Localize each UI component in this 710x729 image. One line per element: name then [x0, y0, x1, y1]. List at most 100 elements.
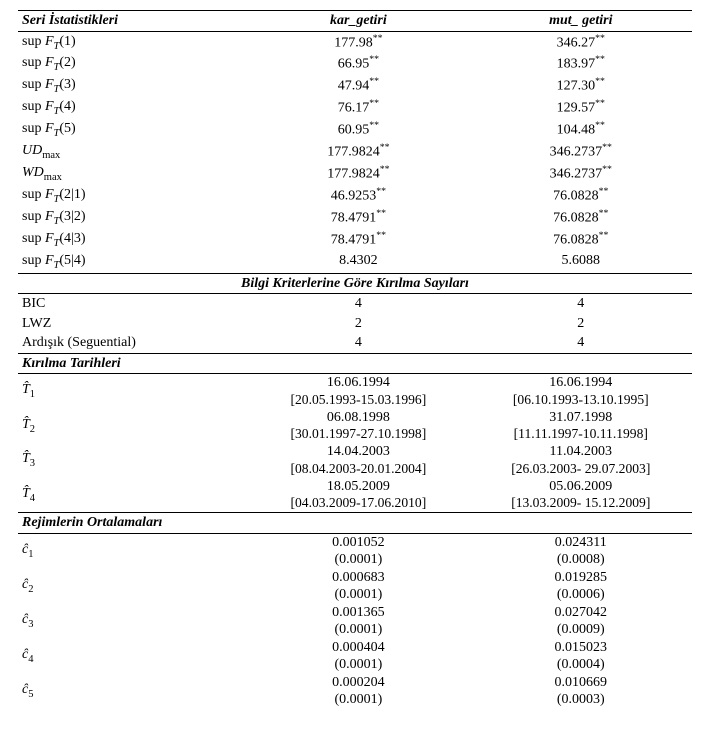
- mean-label: ĉ4: [18, 639, 247, 674]
- date-b2: [06.10.1993-13.10.1995]: [470, 392, 692, 409]
- mean-m2: 0.027042: [470, 604, 692, 622]
- date-label: T̂2: [18, 409, 247, 443]
- stat-label: sup FT(2): [18, 53, 247, 75]
- date-b1: [08.04.2003-20.01.2004]: [247, 461, 469, 478]
- breakcount-v2: 4: [470, 333, 692, 353]
- stat-label: sup FT(5): [18, 119, 247, 141]
- date-d1: 06.08.1998: [247, 409, 469, 427]
- mean-m1: 0.000404: [247, 639, 469, 657]
- stat-row: sup FT(5)60.95**104.48**: [18, 119, 692, 141]
- stat-v1: 76.17**: [247, 97, 469, 119]
- date-d2: 11.04.2003: [470, 443, 692, 461]
- header-col3: mut_ getiri: [470, 11, 692, 32]
- stat-v2: 129.57**: [470, 97, 692, 119]
- stat-v2: 76.0828**: [470, 229, 692, 251]
- mean-row: ĉ50.0002040.010669: [18, 674, 692, 692]
- mean-p1: (0.0001): [247, 691, 469, 709]
- stat-label: sup FT(4|3): [18, 229, 247, 251]
- stat-v1: 47.94**: [247, 75, 469, 97]
- mean-p1: (0.0001): [247, 551, 469, 569]
- stat-v2: 76.0828**: [470, 207, 692, 229]
- mean-row: ĉ30.0013650.027042: [18, 604, 692, 622]
- stat-v1: 177.9824**: [247, 163, 469, 185]
- mean-m1: 0.001365: [247, 604, 469, 622]
- header-col1: Seri İstatistikleri: [18, 11, 247, 32]
- date-b1: [30.01.1997-27.10.1998]: [247, 426, 469, 443]
- breakcount-label: LWZ: [18, 314, 247, 334]
- date-row: T̂418.05.200905.06.2009: [18, 478, 692, 496]
- date-d1: 18.05.2009: [247, 478, 469, 496]
- section-breakcounts-title: Bilgi Kriterlerine Göre Kırılma Sayıları: [18, 273, 692, 294]
- stat-v1: 8.4302: [247, 251, 469, 273]
- mean-m2: 0.024311: [470, 533, 692, 551]
- breakcount-label: BIC: [18, 294, 247, 314]
- date-d2: 16.06.1994: [470, 374, 692, 392]
- mean-row: ĉ10.0010520.024311: [18, 533, 692, 551]
- stat-label: UDmax: [18, 141, 247, 163]
- stat-row: sup FT(4)76.17**129.57**: [18, 97, 692, 119]
- mean-label: ĉ2: [18, 569, 247, 604]
- section-dates-title: Kırılma Tarihleri: [18, 353, 692, 374]
- mean-row: ĉ20.0006830.019285: [18, 569, 692, 587]
- date-d1: 14.04.2003: [247, 443, 469, 461]
- stat-v2: 346.2737**: [470, 163, 692, 185]
- stat-label: sup FT(4): [18, 97, 247, 119]
- stat-row: sup FT(4|3)78.4791**76.0828**: [18, 229, 692, 251]
- breakcount-v2: 4: [470, 294, 692, 314]
- breakcount-row: BIC44: [18, 294, 692, 314]
- stat-label: WDmax: [18, 163, 247, 185]
- stat-row: sup FT(2)66.95**183.97**: [18, 53, 692, 75]
- breakcount-label: Ardışık (Seguential): [18, 333, 247, 353]
- stats-table: Seri İstatistikleri kar_getiri mut_ geti…: [18, 10, 692, 709]
- stat-v1: 60.95**: [247, 119, 469, 141]
- stat-v2: 183.97**: [470, 53, 692, 75]
- stat-row: sup FT(3)47.94**127.30**: [18, 75, 692, 97]
- mean-m1: 0.000683: [247, 569, 469, 587]
- date-b2: [26.03.2003- 29.07.2003]: [470, 461, 692, 478]
- date-d2: 05.06.2009: [470, 478, 692, 496]
- stat-v1: 177.98**: [247, 31, 469, 53]
- section-dates: Kırılma Tarihleri: [18, 353, 692, 374]
- mean-label: ĉ5: [18, 674, 247, 709]
- stat-v2: 76.0828**: [470, 185, 692, 207]
- stat-v1: 177.9824**: [247, 141, 469, 163]
- mean-m1: 0.001052: [247, 533, 469, 551]
- date-b2: [11.11.1997-10.11.1998]: [470, 426, 692, 443]
- date-row: T̂116.06.199416.06.1994: [18, 374, 692, 392]
- section-means: Rejimlerin Ortalamaları: [18, 513, 692, 534]
- stat-label: sup FT(3|2): [18, 207, 247, 229]
- stat-v2: 346.2737**: [470, 141, 692, 163]
- mean-p1: (0.0001): [247, 621, 469, 639]
- breakcount-row: LWZ22: [18, 314, 692, 334]
- stat-v1: 78.4791**: [247, 229, 469, 251]
- stat-v1: 66.95**: [247, 53, 469, 75]
- stat-v1: 46.9253**: [247, 185, 469, 207]
- date-row: T̂314.04.200311.04.2003: [18, 443, 692, 461]
- date-b2: [13.03.2009- 15.12.2009]: [470, 495, 692, 512]
- stat-label: sup FT(1): [18, 31, 247, 53]
- date-label: T̂3: [18, 443, 247, 477]
- stat-label: sup FT(3): [18, 75, 247, 97]
- breakcount-v1: 2: [247, 314, 469, 334]
- header-row: Seri İstatistikleri kar_getiri mut_ geti…: [18, 11, 692, 32]
- stat-v1: 78.4791**: [247, 207, 469, 229]
- breakcount-v1: 4: [247, 294, 469, 314]
- date-d2: 31.07.1998: [470, 409, 692, 427]
- section-means-title: Rejimlerin Ortalamaları: [18, 513, 692, 534]
- stat-v2: 346.27**: [470, 31, 692, 53]
- mean-p2: (0.0003): [470, 691, 692, 709]
- stat-v2: 104.48**: [470, 119, 692, 141]
- stat-row: sup FT(3|2)78.4791**76.0828**: [18, 207, 692, 229]
- date-d1: 16.06.1994: [247, 374, 469, 392]
- breakcount-v1: 4: [247, 333, 469, 353]
- mean-p2: (0.0004): [470, 656, 692, 674]
- stat-row: sup FT(2|1)46.9253**76.0828**: [18, 185, 692, 207]
- mean-m2: 0.019285: [470, 569, 692, 587]
- breakcount-v2: 2: [470, 314, 692, 334]
- stat-row: WDmax177.9824**346.2737**: [18, 163, 692, 185]
- stat-row: sup FT(5|4)8.43025.6088: [18, 251, 692, 273]
- stat-v2: 127.30**: [470, 75, 692, 97]
- stat-v2: 5.6088: [470, 251, 692, 273]
- mean-p1: (0.0001): [247, 586, 469, 604]
- date-label: T̂4: [18, 478, 247, 513]
